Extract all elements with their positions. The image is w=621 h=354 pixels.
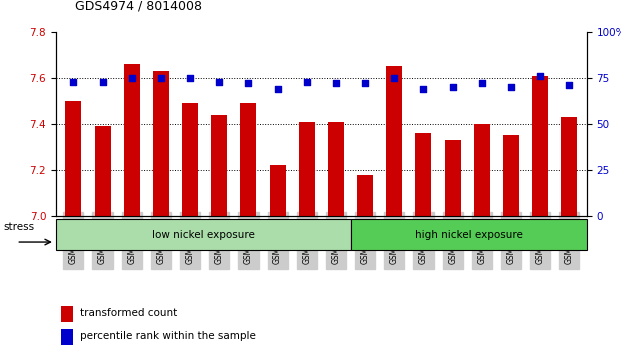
Point	[419, 86, 428, 92]
Point	[127, 75, 137, 81]
Bar	[56, 219, 351, 250]
Bar	[65, 101, 81, 216]
Bar	[561, 117, 578, 216]
Bar	[351, 219, 587, 250]
Point	[535, 73, 545, 79]
Point	[564, 82, 574, 88]
Bar	[445, 140, 461, 216]
Bar	[94, 126, 111, 216]
Text: low nickel exposure: low nickel exposure	[152, 229, 255, 240]
Text: percentile rank within the sample: percentile rank within the sample	[79, 331, 256, 341]
Point	[68, 79, 78, 84]
Bar	[415, 133, 432, 216]
Text: high nickel exposure: high nickel exposure	[415, 229, 523, 240]
Bar	[386, 67, 402, 216]
Bar	[532, 75, 548, 216]
Point	[156, 75, 166, 81]
Bar	[153, 71, 169, 216]
Point	[360, 81, 370, 86]
Bar	[211, 115, 227, 216]
Bar	[270, 165, 286, 216]
Point	[214, 79, 224, 84]
Point	[331, 81, 341, 86]
Text: stress: stress	[3, 222, 34, 232]
Bar	[124, 64, 140, 216]
Bar	[357, 175, 373, 216]
Point	[273, 86, 283, 92]
Text: transformed count: transformed count	[79, 308, 177, 318]
Bar	[61, 329, 73, 345]
Point	[448, 84, 458, 90]
Point	[97, 79, 107, 84]
Point	[477, 81, 487, 86]
Point	[185, 75, 195, 81]
Bar	[61, 306, 73, 321]
Point	[302, 79, 312, 84]
Bar	[240, 103, 256, 216]
Bar	[503, 136, 519, 216]
Bar	[328, 122, 344, 216]
Bar	[299, 122, 315, 216]
Text: GDS4974 / 8014008: GDS4974 / 8014008	[75, 0, 202, 12]
Bar	[182, 103, 198, 216]
Bar	[474, 124, 490, 216]
Point	[506, 84, 516, 90]
Point	[243, 81, 253, 86]
Point	[389, 75, 399, 81]
